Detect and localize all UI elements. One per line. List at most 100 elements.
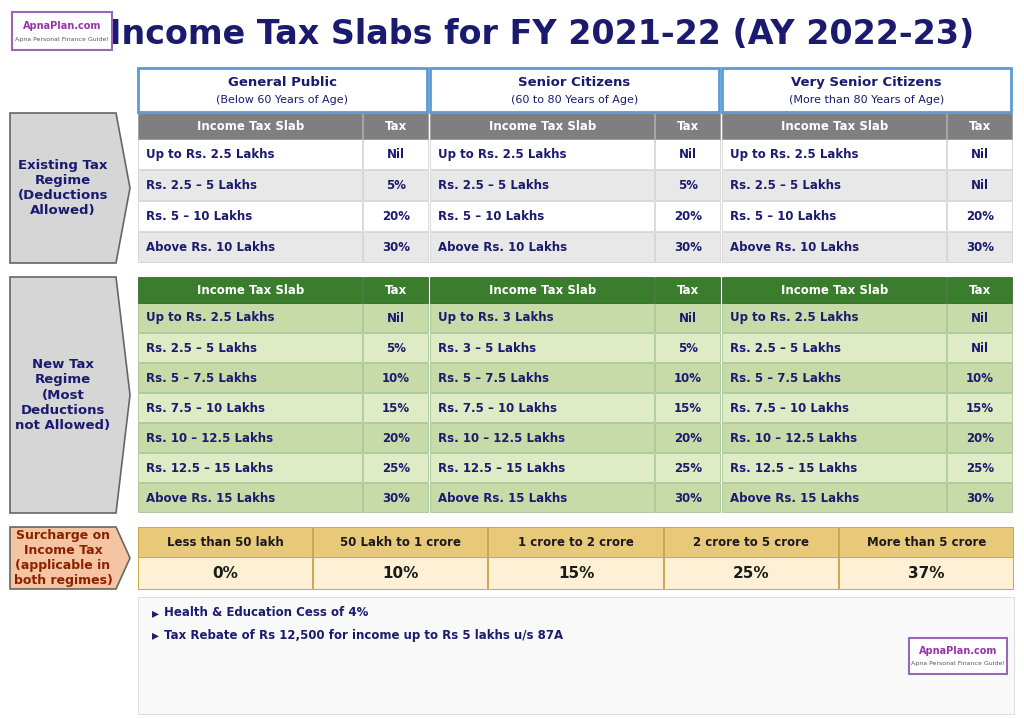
Bar	[138, 363, 362, 392]
Bar	[488, 527, 663, 557]
Text: New Tax
Regime
(Most
Deductions
not Allowed): New Tax Regime (Most Deductions not Allo…	[15, 359, 111, 431]
Text: 25%: 25%	[966, 462, 994, 475]
Text: 15%: 15%	[382, 401, 411, 414]
Text: 25%: 25%	[733, 566, 769, 580]
Bar	[138, 333, 362, 362]
Bar	[655, 333, 720, 362]
Text: 5%: 5%	[386, 179, 407, 192]
Bar	[947, 170, 1012, 200]
Bar	[430, 363, 654, 392]
Text: 30%: 30%	[967, 492, 994, 505]
Bar	[909, 638, 1007, 674]
Text: Rs. 12.5 – 15 Lakhs: Rs. 12.5 – 15 Lakhs	[730, 462, 857, 475]
Bar	[655, 201, 720, 231]
Text: Nil: Nil	[971, 179, 989, 192]
Bar	[430, 393, 654, 422]
Text: Rs. 5 – 7.5 Lakhs: Rs. 5 – 7.5 Lakhs	[146, 372, 257, 385]
Text: 20%: 20%	[382, 431, 411, 444]
Bar	[655, 453, 720, 482]
Bar	[947, 232, 1012, 262]
Bar	[947, 201, 1012, 231]
Text: 37%: 37%	[908, 566, 945, 580]
Text: Rs. 2.5 – 5 Lakhs: Rs. 2.5 – 5 Lakhs	[146, 342, 257, 354]
Bar	[313, 527, 487, 557]
Bar	[655, 423, 720, 452]
Bar	[722, 333, 946, 362]
Bar	[947, 483, 1012, 512]
Text: Rs. 10 – 12.5 Lakhs: Rs. 10 – 12.5 Lakhs	[146, 431, 273, 444]
Bar	[655, 363, 720, 392]
Bar	[947, 113, 1012, 139]
Bar	[947, 363, 1012, 392]
Text: Rs. 10 – 12.5 Lakhs: Rs. 10 – 12.5 Lakhs	[730, 431, 857, 444]
Text: Rs. 5 – 10 Lakhs: Rs. 5 – 10 Lakhs	[146, 210, 252, 223]
Text: Income Tax Slab: Income Tax Slab	[197, 119, 304, 132]
Text: ▸: ▸	[152, 606, 159, 620]
Text: 50 Lakh to 1 crore: 50 Lakh to 1 crore	[340, 536, 461, 549]
Text: 10%: 10%	[382, 372, 411, 385]
Bar	[430, 483, 654, 512]
Text: Above Rs. 15 Lakhs: Above Rs. 15 Lakhs	[730, 492, 859, 505]
Bar	[364, 170, 428, 200]
Text: Nil: Nil	[679, 311, 697, 324]
Text: 30%: 30%	[382, 241, 411, 254]
Text: Apna Personal Finance Guide!: Apna Personal Finance Guide!	[911, 661, 1005, 666]
Bar	[722, 303, 946, 332]
Text: Income Tax Slabs for FY 2021-22 (AY 2022-23): Income Tax Slabs for FY 2021-22 (AY 2022…	[110, 17, 975, 50]
Text: 15%: 15%	[674, 401, 702, 414]
Text: ApnaPlan.com: ApnaPlan.com	[23, 22, 101, 32]
Bar	[364, 139, 428, 169]
Text: 30%: 30%	[674, 241, 702, 254]
Text: Nil: Nil	[971, 342, 989, 354]
Bar	[664, 527, 838, 557]
Text: 30%: 30%	[674, 492, 702, 505]
Text: Rs. 7.5 – 10 Lakhs: Rs. 7.5 – 10 Lakhs	[438, 401, 557, 414]
Text: 15%: 15%	[558, 566, 594, 580]
Bar	[947, 303, 1012, 332]
Text: General Public: General Public	[228, 76, 337, 89]
Bar	[364, 303, 428, 332]
Text: 30%: 30%	[967, 241, 994, 254]
Bar	[138, 68, 427, 112]
Text: Health & Education Cess of 4%: Health & Education Cess of 4%	[164, 607, 369, 620]
Text: Above Rs. 15 Lakhs: Above Rs. 15 Lakhs	[146, 492, 275, 505]
Bar	[138, 139, 362, 169]
Bar	[364, 277, 428, 303]
Text: 5%: 5%	[386, 342, 407, 354]
Text: 5%: 5%	[678, 342, 698, 354]
Bar	[364, 201, 428, 231]
Bar	[839, 557, 1013, 589]
Bar	[655, 232, 720, 262]
Text: 30%: 30%	[382, 492, 411, 505]
Text: Rs. 2.5 – 5 Lakhs: Rs. 2.5 – 5 Lakhs	[730, 179, 841, 192]
Text: 20%: 20%	[382, 210, 411, 223]
Text: Rs. 2.5 – 5 Lakhs: Rs. 2.5 – 5 Lakhs	[730, 342, 841, 354]
Text: Rs. 12.5 – 15 Lakhs: Rs. 12.5 – 15 Lakhs	[438, 462, 565, 475]
Bar	[364, 453, 428, 482]
Text: Up to Rs. 2.5 Lakhs: Up to Rs. 2.5 Lakhs	[730, 148, 858, 161]
Text: More than 5 crore: More than 5 crore	[866, 536, 986, 549]
Bar	[947, 393, 1012, 422]
Bar	[722, 483, 946, 512]
Bar	[488, 557, 663, 589]
Text: (60 to 80 Years of Age): (60 to 80 Years of Age)	[511, 95, 638, 105]
Bar	[430, 232, 654, 262]
Text: ApnaPlan.com: ApnaPlan.com	[919, 646, 997, 656]
Text: Up to Rs. 2.5 Lakhs: Up to Rs. 2.5 Lakhs	[146, 311, 274, 324]
Bar	[138, 393, 362, 422]
Text: Above Rs. 10 Lakhs: Above Rs. 10 Lakhs	[730, 241, 859, 254]
Text: 20%: 20%	[674, 210, 702, 223]
Bar	[364, 483, 428, 512]
Bar	[138, 277, 362, 303]
Text: Up to Rs. 2.5 Lakhs: Up to Rs. 2.5 Lakhs	[438, 148, 566, 161]
Bar	[138, 557, 312, 589]
Text: Up to Rs. 3 Lakhs: Up to Rs. 3 Lakhs	[438, 311, 554, 324]
Bar	[364, 393, 428, 422]
Text: ▸: ▸	[152, 628, 159, 642]
Bar	[138, 201, 362, 231]
Text: Income Tax Slab: Income Tax Slab	[488, 283, 596, 296]
Text: Rs. 7.5 – 10 Lakhs: Rs. 7.5 – 10 Lakhs	[146, 401, 265, 414]
Text: Very Senior Citizens: Very Senior Citizens	[792, 76, 942, 89]
Text: 25%: 25%	[382, 462, 411, 475]
Text: 25%: 25%	[674, 462, 702, 475]
